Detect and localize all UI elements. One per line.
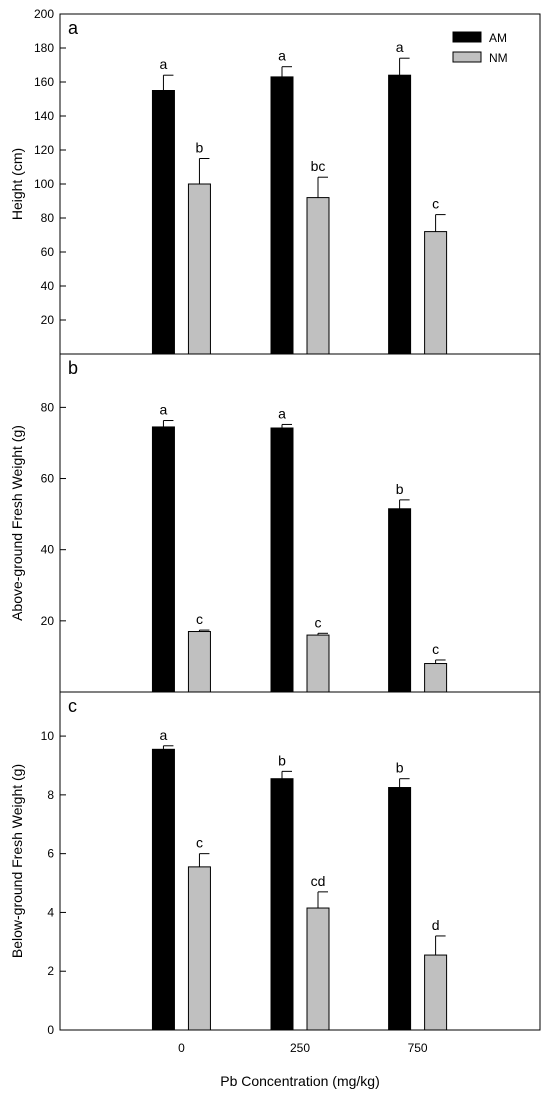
plot-frame-c — [59, 691, 541, 1031]
y-tick-label: 6 — [47, 847, 54, 861]
bar-am — [388, 508, 412, 693]
panel-letter: a — [68, 18, 79, 38]
y-tick-label: 120 — [34, 143, 54, 157]
y-tick-label: 10 — [41, 729, 55, 743]
legend-swatch-nm — [452, 51, 482, 63]
legend-label-nm: NM — [489, 51, 508, 65]
significance-letter: d — [432, 917, 440, 933]
significance-letter: b — [278, 752, 286, 768]
y-tick-label: 40 — [41, 543, 55, 557]
bar-am — [388, 74, 412, 355]
bar-nm — [187, 183, 211, 355]
significance-letter: c — [432, 196, 439, 212]
significance-letter: b — [196, 140, 204, 156]
plot-frame-b — [59, 353, 541, 693]
y-tick-label: 0 — [47, 1023, 54, 1037]
bar-am — [151, 90, 175, 355]
significance-letter: c — [196, 835, 203, 851]
y-tick-label: 2 — [47, 964, 54, 978]
legend-swatch-am — [452, 31, 482, 43]
significance-letter: c — [315, 614, 322, 630]
plot-frame-a — [59, 13, 541, 355]
x-tick-label: 0 — [178, 1041, 185, 1055]
bar-nm — [424, 231, 448, 355]
y-tick-label: 200 — [34, 7, 54, 21]
significance-letter: a — [278, 48, 286, 64]
bar-nm — [306, 907, 330, 1031]
panel-letter: b — [68, 358, 78, 378]
y-tick-label: 60 — [41, 245, 55, 259]
bar-am — [270, 778, 294, 1031]
y-tick-label: 8 — [47, 788, 54, 802]
x-axis-title: Pb Concentration (mg/kg) — [220, 1073, 380, 1089]
y-tick-label: 20 — [41, 313, 55, 327]
bar-nm — [306, 197, 330, 355]
legend-label-am: AM — [489, 31, 507, 45]
y-axis-title: Above-ground Fresh Weight (g) — [9, 425, 25, 621]
y-tick-label: 4 — [47, 905, 54, 919]
bar-nm — [187, 866, 211, 1031]
significance-letter: a — [160, 402, 168, 418]
bar-am — [270, 427, 294, 693]
significance-letter: a — [160, 727, 168, 743]
y-tick-label: 40 — [41, 279, 55, 293]
significance-letter: bc — [311, 158, 326, 174]
bar-nm — [306, 634, 330, 693]
significance-letter: a — [396, 39, 404, 55]
panel-letter: c — [68, 696, 77, 716]
significance-letter: a — [160, 56, 168, 72]
y-tick-label: 80 — [41, 400, 55, 414]
y-tick-label: 100 — [34, 177, 54, 191]
y-tick-label: 160 — [34, 75, 54, 89]
y-tick-label: 80 — [41, 211, 55, 225]
bar-am — [151, 748, 175, 1031]
y-tick-label: 60 — [41, 472, 55, 486]
y-axis-title: Height (cm) — [9, 148, 25, 220]
y-tick-label: 140 — [34, 109, 54, 123]
bar-am — [388, 787, 412, 1031]
y-tick-label: 20 — [41, 614, 55, 628]
bar-nm — [187, 631, 211, 693]
y-axis-title: Below-ground Fresh Weight (g) — [9, 764, 25, 958]
significance-letter: c — [196, 611, 203, 627]
significance-letter: b — [396, 760, 404, 776]
x-tick-label: 250 — [290, 1041, 310, 1055]
significance-letter: cd — [311, 873, 326, 889]
y-tick-label: 180 — [34, 41, 54, 55]
bar-nm — [424, 663, 448, 693]
significance-letter: a — [278, 405, 286, 421]
x-tick-label: 750 — [408, 1041, 428, 1055]
bar-am — [270, 76, 294, 355]
bar-nm — [424, 954, 448, 1031]
bar-am — [151, 426, 175, 693]
significance-letter: b — [396, 481, 404, 497]
significance-letter: c — [432, 641, 439, 657]
